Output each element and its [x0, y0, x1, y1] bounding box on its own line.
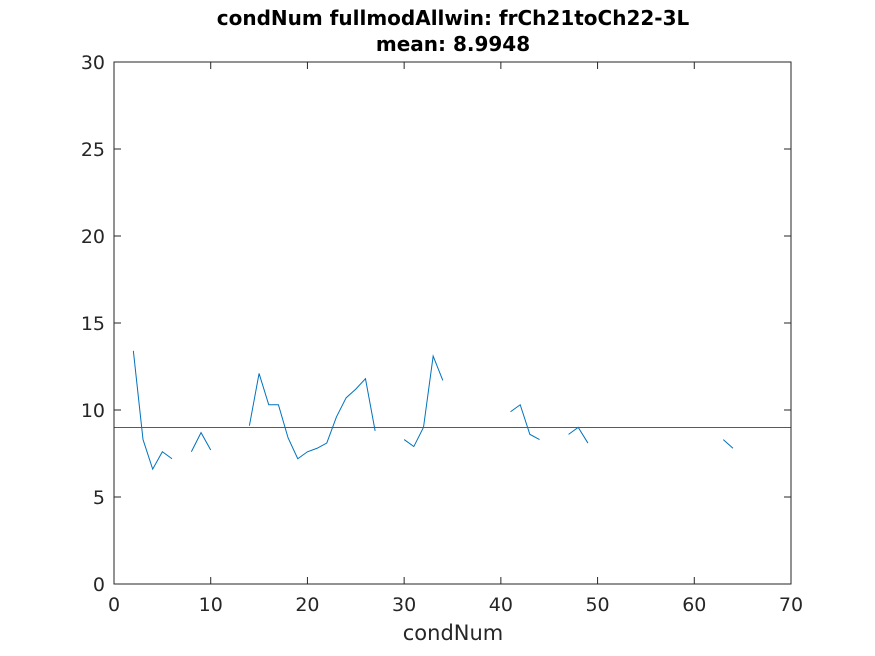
series-line-segment: [132, 350, 173, 471]
y-axis-ticks: 0 5 10 15 20 25 30: [81, 52, 791, 596]
x-tick-label: 30: [392, 594, 416, 616]
y-tick-label: 15: [81, 313, 105, 335]
y-tick-label: 5: [93, 487, 105, 509]
x-axis-label: condNum: [403, 621, 504, 645]
x-tick-label: 40: [489, 594, 513, 616]
x-tick-label: 0: [108, 594, 120, 616]
x-tick-label: 60: [682, 594, 706, 616]
x-tick-label: 50: [585, 594, 609, 616]
chart-subtitle: mean: 8.9948: [376, 32, 530, 56]
y-tick-label: 25: [81, 139, 105, 161]
series-line-segment: [248, 373, 376, 460]
y-tick-label: 0: [93, 574, 105, 596]
series-line-segment: [510, 403, 540, 441]
x-axis-ticks: 0 10 20 30 40 50 60 70: [108, 62, 803, 616]
y-tick-label: 30: [81, 52, 105, 74]
chart-title: condNum fullmodAllwin: frCh21toCh22-3L: [217, 6, 690, 30]
series-line-segment: [190, 431, 212, 452]
y-tick-label: 10: [81, 400, 105, 422]
y-tick-label: 20: [81, 226, 105, 248]
x-tick-label: 20: [295, 594, 319, 616]
x-tick-label: 70: [779, 594, 803, 616]
x-tick-label: 10: [199, 594, 223, 616]
series-line-segment: [722, 439, 734, 449]
plot-area: [114, 62, 791, 584]
